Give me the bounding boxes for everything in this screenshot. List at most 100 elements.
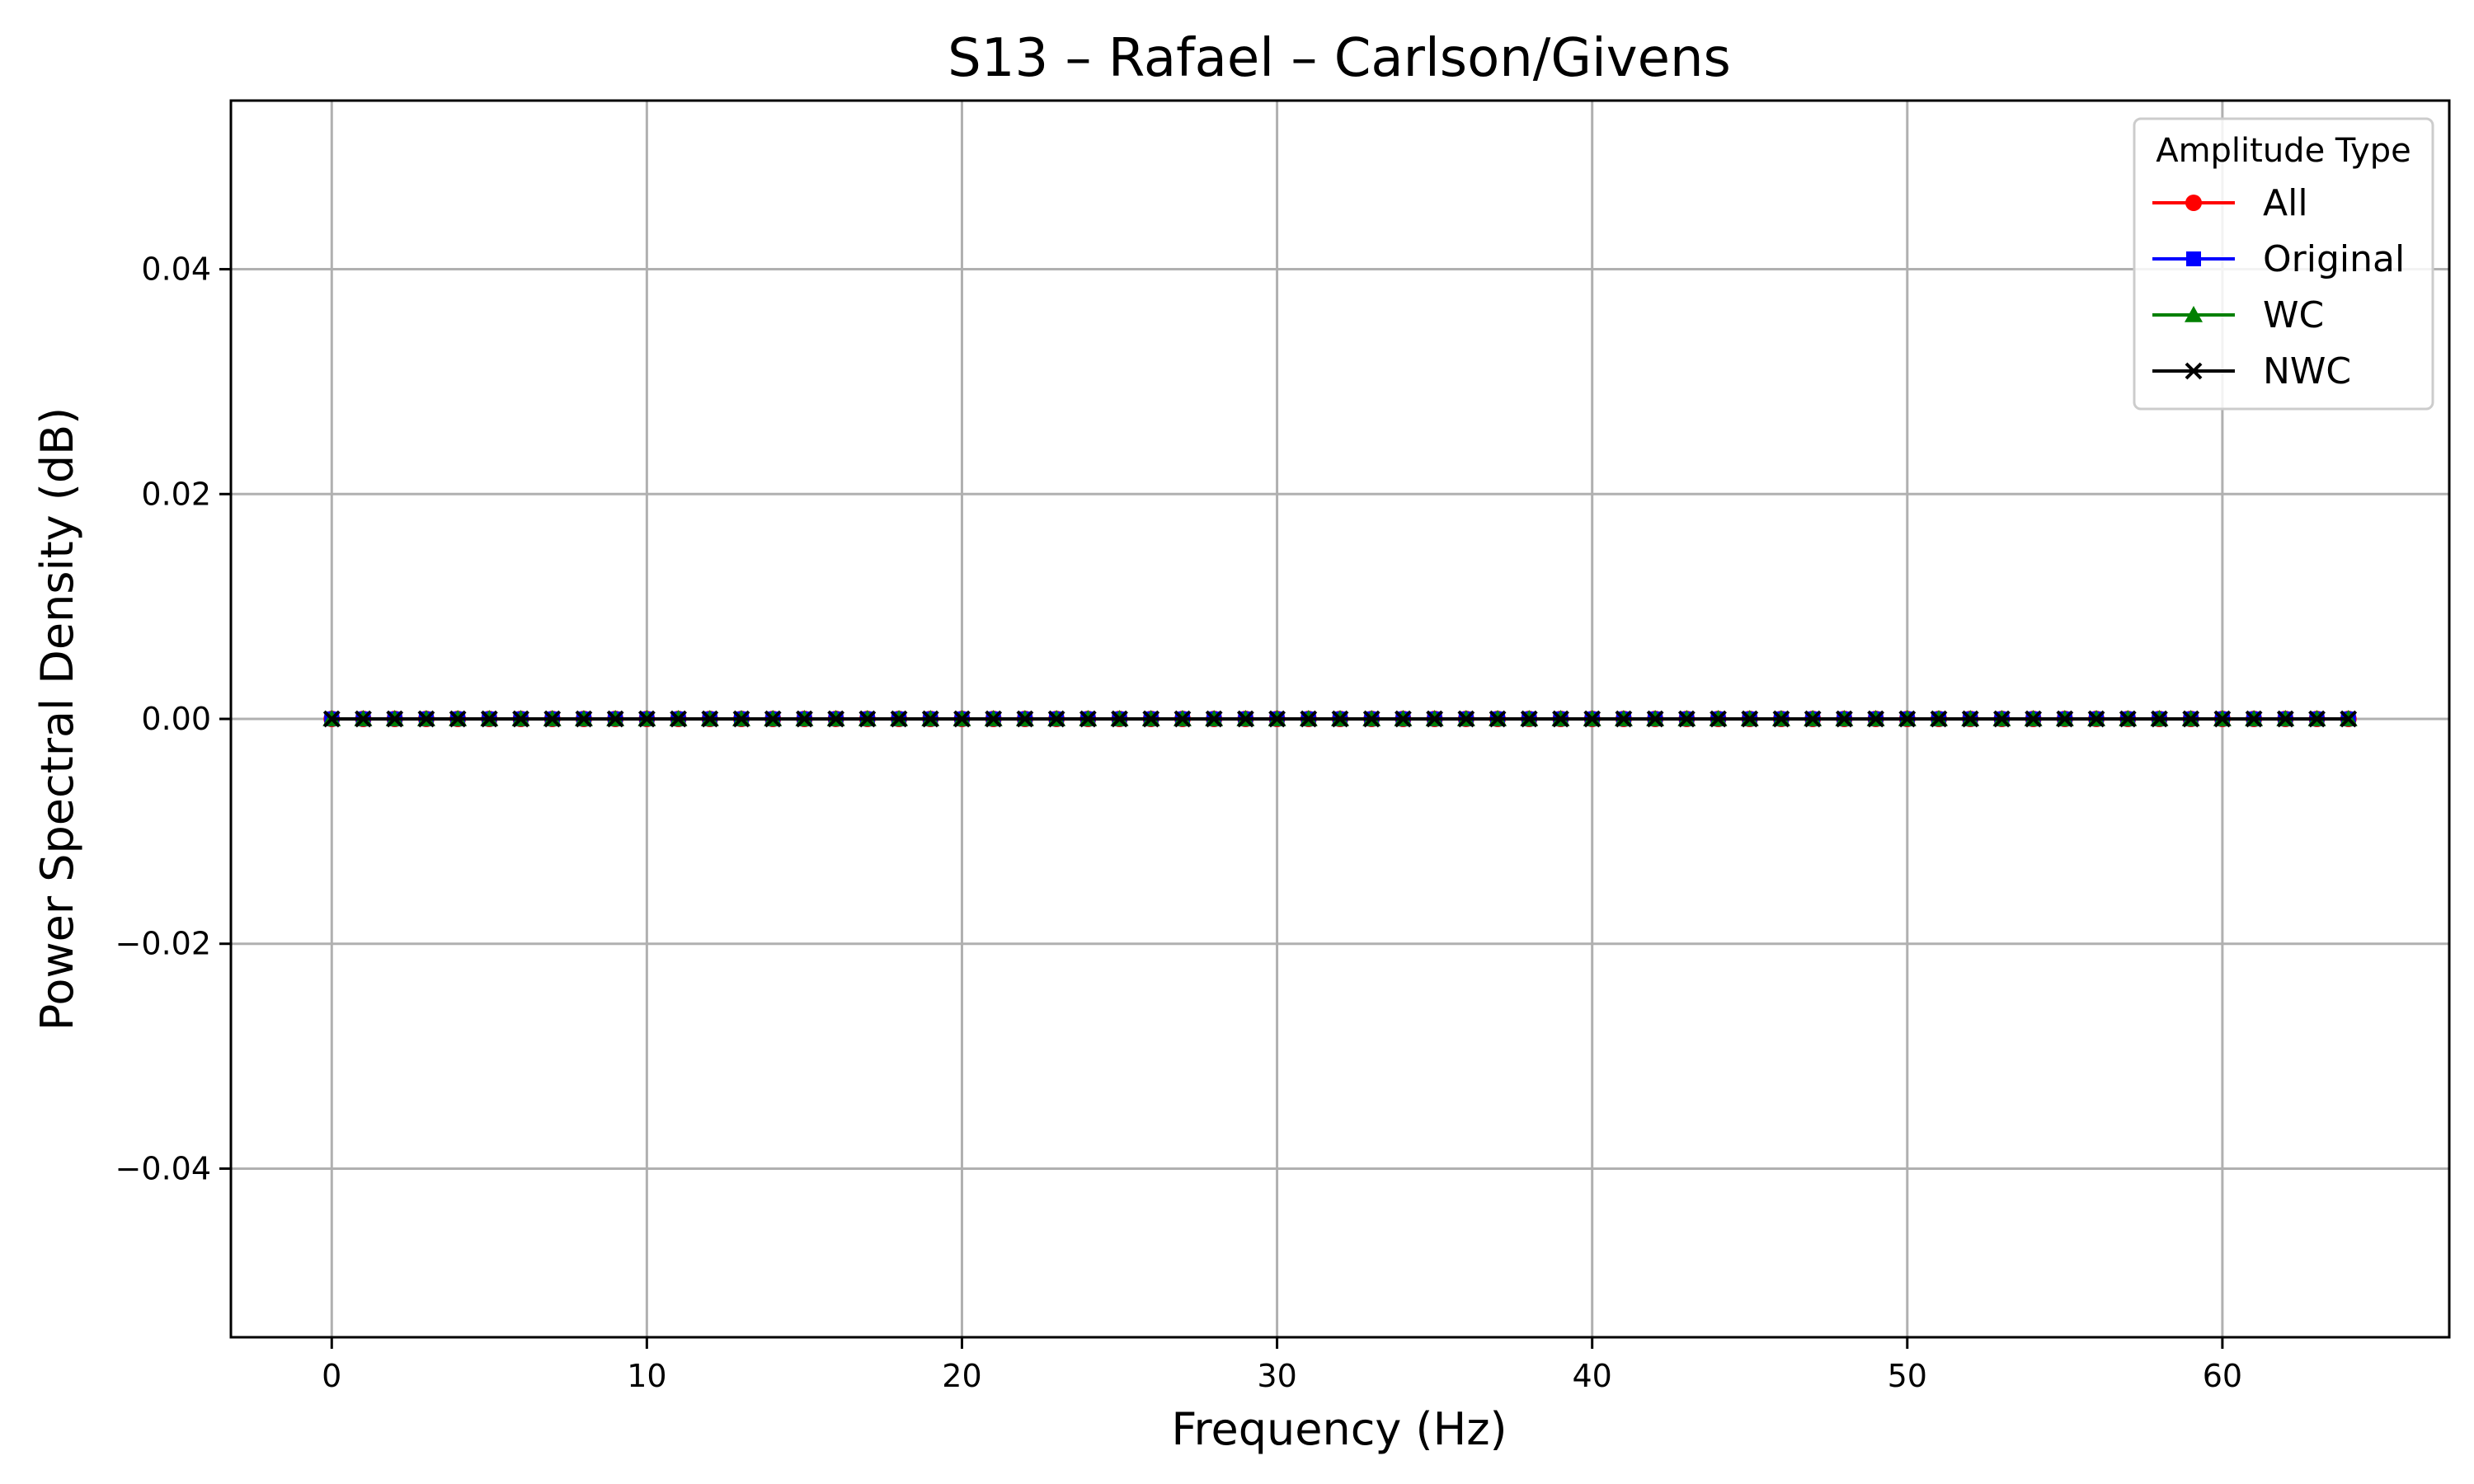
x-axis-label: Frequency (Hz) — [1171, 1403, 1507, 1455]
data-point — [1552, 710, 1569, 728]
data-point — [1772, 710, 1790, 728]
y-tick-label: 0.00 — [141, 701, 211, 737]
data-point — [1362, 710, 1380, 728]
x-tick-label: 20 — [942, 1358, 981, 1394]
legend-item-wc: WC — [2152, 294, 2324, 336]
data-point — [386, 710, 404, 728]
data-point — [1268, 710, 1286, 728]
data-point — [827, 710, 845, 728]
data-point — [355, 710, 372, 728]
data-point — [1520, 710, 1538, 728]
data-point — [1646, 710, 1664, 728]
y-tick-label: 0.04 — [141, 251, 211, 288]
data-point — [417, 710, 435, 728]
data-point — [512, 710, 529, 728]
legend-label: WC — [2263, 294, 2324, 336]
data-point — [732, 710, 750, 728]
data-point — [1142, 710, 1160, 728]
data-point — [1395, 710, 1412, 728]
legend-item-all: All — [2152, 182, 2308, 224]
data-point — [1583, 710, 1602, 728]
data-point — [796, 710, 813, 728]
data-point — [2276, 710, 2294, 728]
data-point — [1992, 710, 2011, 728]
data-point — [701, 710, 719, 728]
legend-title: Amplitude Type — [2156, 132, 2411, 170]
data-point — [480, 710, 498, 728]
x-tick-label: 50 — [1888, 1358, 1927, 1394]
legend: Amplitude Type All Original WC NWC — [2133, 117, 2434, 411]
data-point — [1016, 710, 1034, 728]
data-point — [921, 710, 939, 728]
data-point — [985, 710, 1003, 728]
data-point — [1489, 710, 1507, 728]
legend-label: All — [2263, 182, 2308, 224]
data-point — [1835, 710, 1853, 728]
data-point — [2182, 710, 2200, 728]
legend-item-original: Original — [2152, 238, 2405, 280]
data-point — [1047, 710, 1065, 728]
data-point — [1804, 710, 1822, 728]
data-point — [1426, 710, 1444, 728]
legend-item-nwc: NWC — [2152, 350, 2351, 392]
data-point — [1457, 710, 1475, 728]
data-point — [2213, 710, 2232, 728]
data-point — [1710, 710, 1727, 728]
series-layer — [322, 710, 2358, 728]
x-tick-label: 30 — [1257, 1358, 1296, 1394]
data-point — [2151, 710, 2168, 728]
chart-title: S13 – Rafael – Carlson/Givens — [948, 28, 1731, 89]
data-point — [575, 710, 593, 728]
data-point — [858, 710, 877, 728]
data-point — [1205, 710, 1223, 728]
data-point — [1898, 710, 1917, 728]
data-point — [2308, 710, 2326, 728]
legend-marker — [2185, 362, 2203, 380]
data-point — [1961, 710, 1979, 728]
x-tick-label: 10 — [627, 1358, 666, 1394]
x-tick-label: 40 — [1573, 1358, 1612, 1394]
data-point — [2025, 710, 2043, 728]
data-point — [2087, 710, 2105, 728]
series-nwc — [322, 710, 2358, 728]
data-point — [953, 710, 971, 728]
data-point — [1741, 710, 1759, 728]
data-point — [1300, 710, 1318, 728]
data-point — [543, 710, 562, 728]
data-point — [1111, 710, 1128, 728]
x-tick-label: 0 — [322, 1358, 341, 1394]
y-axis-label: Power Spectral Density (dB) — [31, 407, 83, 1031]
x-tick-label: 60 — [2203, 1358, 2242, 1394]
data-point — [1867, 710, 1884, 728]
data-point — [764, 710, 782, 728]
data-point — [606, 710, 624, 728]
legend-box — [2133, 117, 2434, 411]
y-tick-label: −0.04 — [115, 1150, 211, 1186]
data-point — [670, 710, 687, 728]
data-point — [890, 710, 908, 728]
legend-label: Original — [2263, 238, 2405, 280]
data-point — [1236, 710, 1254, 728]
data-point — [322, 710, 341, 728]
legend-items: All Original WC NWC — [2152, 182, 2405, 392]
data-point — [2245, 710, 2263, 728]
data-point — [1331, 710, 1349, 728]
data-point — [637, 710, 656, 728]
data-point — [2056, 710, 2074, 728]
y-tick-label: 0.02 — [141, 476, 211, 512]
data-point — [1079, 710, 1097, 728]
data-point — [1174, 710, 1192, 728]
y-tick-label: −0.02 — [115, 926, 211, 962]
data-point — [2340, 710, 2358, 728]
data-point — [2119, 710, 2137, 728]
legend-marker — [2185, 306, 2203, 322]
data-point — [1615, 710, 1633, 728]
tick-layer: 0 10 20 30 40 50 60 −0.04 −0.02 0.00 0.02 0.04 — [115, 251, 2243, 1394]
data-point — [1677, 710, 1696, 728]
legend-marker — [2185, 195, 2202, 211]
data-point — [449, 710, 467, 728]
data-point — [1930, 710, 1948, 728]
legend-label: NWC — [2263, 350, 2351, 392]
legend-marker — [2186, 251, 2201, 266]
